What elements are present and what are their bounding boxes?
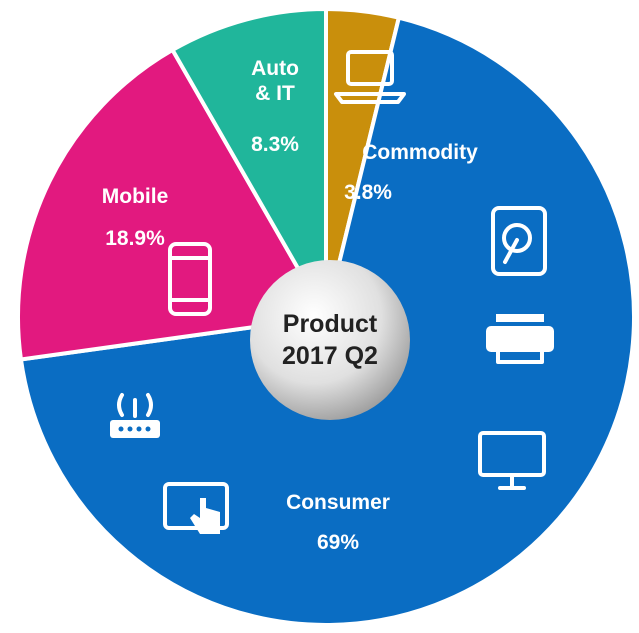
slice-label: Consumer	[286, 491, 390, 514]
value-label: 18.9%	[105, 227, 165, 250]
center-label-line: Product	[282, 310, 378, 338]
value-label: 3.8%	[344, 181, 392, 204]
pie-slice	[169, 6, 328, 325]
center-label-line: 2017 Q2	[282, 342, 378, 370]
slice-label: Mobile	[101, 185, 169, 208]
value-label: 69%	[316, 531, 360, 554]
center-label: Product 2017 Q2	[260, 308, 400, 372]
slice-label: Auto & IT	[251, 57, 299, 105]
slice-label: Commodity	[362, 141, 478, 164]
pie-slice	[16, 47, 330, 362]
center-disc	[250, 260, 410, 420]
icons	[110, 50, 554, 534]
value-label: 8.3%	[251, 133, 299, 156]
